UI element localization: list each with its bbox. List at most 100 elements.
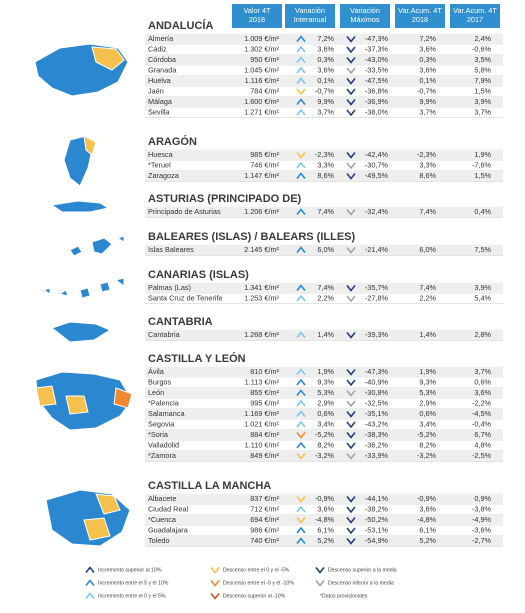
row-max: -47,3%: [365, 34, 389, 43]
row-name: Guadalajara: [148, 525, 189, 534]
row-value: 1.110 €/m²: [245, 440, 280, 449]
max-icon: [346, 400, 356, 408]
row-value: 746 €/m²: [250, 160, 279, 169]
row-acum-2017: 1,5%: [474, 86, 491, 95]
interannual-icon: [296, 98, 306, 105]
row-interannual: 3,3%: [317, 160, 334, 169]
row-bg: [145, 408, 503, 420]
row-bg: [145, 377, 503, 388]
interannual-icon: [296, 77, 306, 84]
row-name: Jaén: [148, 86, 164, 95]
row-acum-2018: 3,7%: [419, 107, 436, 116]
row-max: -47,5%: [365, 76, 389, 85]
row-name: Salamanca: [148, 409, 185, 418]
row-acum-2017: 1,9%: [474, 150, 491, 159]
row-value: 986 €/m²: [250, 525, 279, 534]
max-icon: [346, 527, 356, 535]
row-interannual: 3,7%: [317, 107, 334, 116]
header-label: Var.Acum. 4T 2017: [453, 6, 497, 24]
row-interannual: 8,2%: [317, 440, 334, 449]
row-acum-2017: 1,5%: [474, 171, 491, 180]
row-max: -38,3%: [365, 430, 389, 439]
row-value: 1.147 €/m²: [244, 171, 279, 180]
max-icon: [346, 36, 356, 43]
row-interannual: 7,4%: [317, 207, 334, 216]
row-acum-2018: 1,4%: [419, 330, 436, 339]
legend-icon: [85, 566, 95, 573]
interannual-icon: [296, 45, 306, 53]
row-name: Ciudad Real: [148, 504, 189, 513]
interannual-icon: [296, 66, 306, 74]
row-acum-2018: 9,3%: [419, 377, 436, 386]
row-acum-2018: 0,1%: [419, 76, 436, 85]
interannual-icon: [296, 172, 306, 179]
legend-icon: [315, 580, 325, 587]
row-max: -27,8%: [365, 293, 389, 302]
row-acum-2017: 0,4%: [474, 207, 491, 216]
row-acum-2018: -3,2%: [417, 451, 437, 460]
row-interannual: 3,6%: [317, 65, 334, 74]
row-value: 1.169 €/m²: [244, 409, 279, 418]
row-bg: [145, 282, 503, 294]
row-name: Zaragoza: [148, 171, 180, 180]
max-icon: [346, 496, 356, 503]
max-icon: [346, 390, 356, 397]
max-icon: [346, 538, 356, 545]
row-value: 1.206 €/m²: [244, 207, 279, 216]
row-acum-2017: 7,5%: [474, 245, 491, 254]
legend-label: Descenso superior a la media: [328, 567, 397, 573]
row-value: 1.009 €/m²: [244, 34, 279, 43]
row-acum-2017: -4,5%: [472, 409, 492, 418]
row-max: -39,3%: [365, 330, 389, 339]
row-value: 694 €/m²: [250, 515, 279, 524]
row-name: Principado de Asturias: [148, 207, 221, 216]
row-acum-2017: 3,7%: [474, 367, 491, 376]
row-name: *Teruel: [148, 160, 171, 169]
interannual-icon: [296, 505, 306, 513]
section-title: ASTURIAS (PRINCIPADO DE): [148, 193, 302, 205]
row-max: -42,4%: [365, 150, 389, 159]
row-interannual: 0,1%: [317, 76, 334, 85]
row-bg: [145, 65, 503, 76]
row-value: 985 €/m²: [250, 150, 279, 159]
legend-icon: [210, 593, 220, 600]
row-bg: [145, 54, 503, 66]
header-label: Var.Acum. 4T 2018: [398, 6, 442, 24]
interannual-icon: [296, 294, 306, 302]
row-name: Palmas (Las): [148, 283, 191, 292]
row-name: *Palencia: [148, 398, 180, 407]
row-name: Huesca: [148, 150, 174, 159]
row-acum-2017: 0,9%: [474, 494, 491, 503]
max-icon: [346, 432, 356, 439]
row-acum-2017: -2,5%: [472, 451, 492, 460]
section-title: CANARIAS (ISLAS): [148, 269, 249, 281]
row-value: 1.271 €/m²: [244, 107, 279, 116]
row-interannual: -0,7%: [315, 86, 335, 95]
max-icon: [346, 369, 356, 376]
legend-label: Incremento superior al 10%: [98, 567, 162, 573]
legend-icon: [85, 592, 95, 599]
row-acum-2018: 0,3%: [419, 55, 436, 64]
row-value: 950 €/m²: [250, 55, 279, 64]
row-interannual: -2,3%: [315, 150, 335, 159]
row-interannual: 3,6%: [317, 504, 334, 513]
row-acum-2018: 7,4%: [419, 207, 436, 216]
header-cell: [232, 4, 282, 28]
max-icon: [346, 247, 356, 254]
interannual-icon: [296, 284, 306, 291]
row-acum-2017: -4,9%: [472, 515, 492, 524]
row-interannual: 6,1%: [317, 525, 334, 534]
header-cell: [450, 4, 500, 28]
interannual-icon: [296, 246, 306, 253]
row-value: 1.268 €/m²: [244, 330, 279, 339]
row-value: 1.341 €/m²: [244, 283, 279, 292]
row-max: -53,1%: [365, 525, 389, 534]
row-acum-2017: 0,6%: [474, 377, 491, 386]
row-acum-2018: 7,2%: [419, 34, 436, 43]
row-name: Almería: [148, 34, 174, 43]
row-interannual: -0,9%: [315, 494, 335, 503]
legend-icon: [85, 579, 95, 586]
legend-icon: [210, 567, 220, 574]
row-value: 855 €/m²: [250, 388, 279, 397]
row-acum-2017: 3,6%: [474, 388, 491, 397]
